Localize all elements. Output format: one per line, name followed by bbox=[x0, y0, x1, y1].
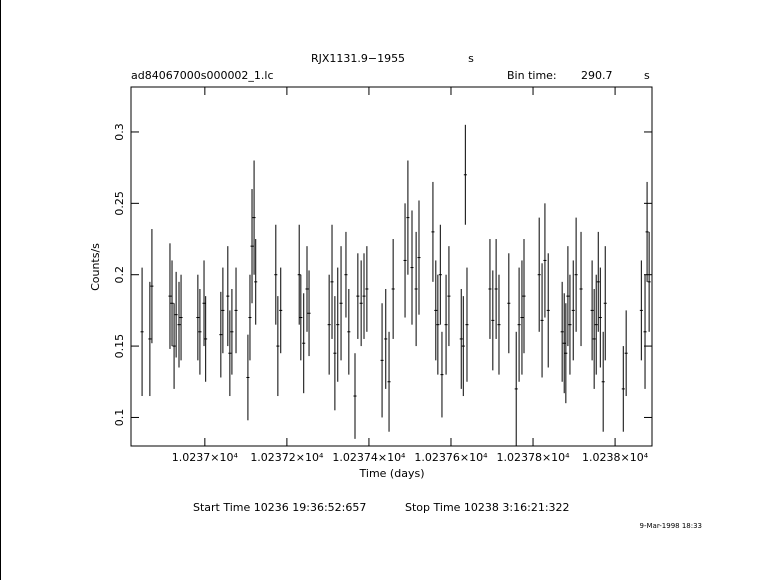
chart-title: RJX1131.9−1955 bbox=[311, 52, 405, 65]
y-tick-label: 0.25 bbox=[113, 191, 126, 216]
start-time: Start Time 10236 19:36:52:657 bbox=[193, 501, 366, 514]
x-tick-label: 1.02374×10⁴ bbox=[332, 451, 406, 464]
stop-time: Stop Time 10238 3:16:21:322 bbox=[405, 501, 570, 514]
date-stamp: 9-Mar-1998 18:33 bbox=[640, 522, 702, 530]
x-axis-label: Time (days) bbox=[359, 467, 425, 480]
plot-frame bbox=[130, 86, 653, 447]
bin-time: 290.7 bbox=[581, 69, 613, 82]
x-tick-label: 1.02378×10⁴ bbox=[496, 451, 570, 464]
y-tick-label: 0.15 bbox=[113, 334, 126, 359]
file-name: ad84067000s000002_1.lc bbox=[131, 69, 274, 82]
bin-time-label: Bin time: bbox=[507, 69, 557, 82]
x-tick-label: 1.0238×10⁴ bbox=[582, 451, 649, 464]
y-tick-label: 0.1 bbox=[113, 409, 126, 427]
y-tick-label: 0.2 bbox=[113, 266, 126, 284]
x-tick-label: 1.02376×10⁴ bbox=[414, 451, 488, 464]
bin-time-unit: s bbox=[644, 69, 650, 82]
x-tick-label: 1.02372×10⁴ bbox=[250, 451, 324, 464]
x-tick-label: 1.0237×10⁴ bbox=[172, 451, 239, 464]
y-tick-label: 0.3 bbox=[113, 123, 126, 141]
title-unit: s bbox=[468, 52, 474, 65]
y-axis-label: Counts/s bbox=[89, 243, 102, 291]
